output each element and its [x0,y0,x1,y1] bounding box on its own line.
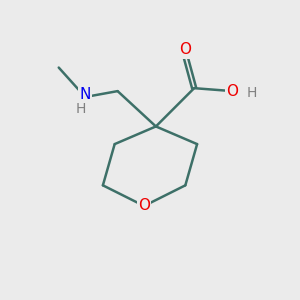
Text: O: O [226,84,238,99]
Text: H: H [76,102,86,116]
Text: H: H [246,85,257,100]
Text: O: O [138,198,150,213]
Text: N: N [80,87,91,102]
Text: O: O [179,42,191,57]
